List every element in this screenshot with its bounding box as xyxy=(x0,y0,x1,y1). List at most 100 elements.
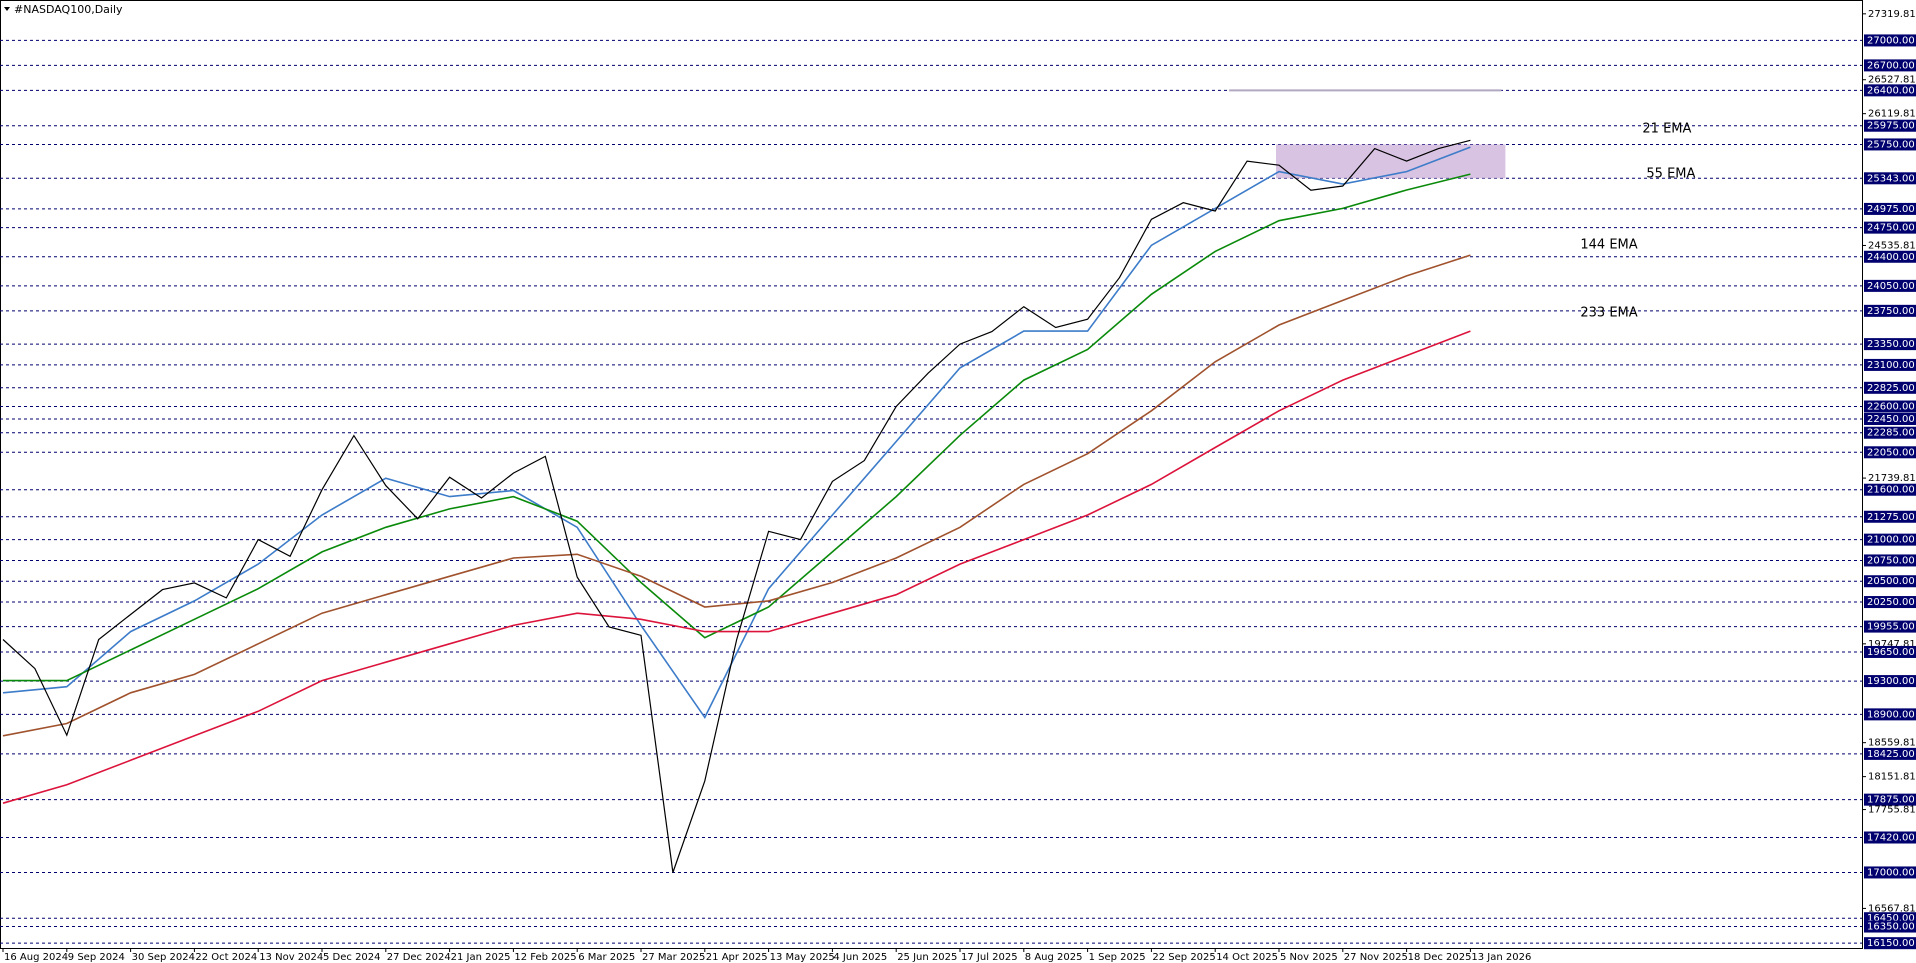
ema-label: 233 EMA xyxy=(1580,306,1637,321)
x-tick-label: 5 Dec 2024 xyxy=(323,952,381,963)
level-label-box xyxy=(1864,793,1916,806)
level-label-box xyxy=(1864,510,1916,523)
x-tick-label: 9 Sep 2024 xyxy=(68,952,125,963)
y-tick-label: 25750.00 xyxy=(1867,139,1915,150)
y-tick-label: 25975.00 xyxy=(1867,121,1915,132)
y-tick-label: 22825.00 xyxy=(1867,383,1915,394)
y-tick-label: 16567.81 xyxy=(1868,903,1916,914)
x-tick-label: 27 Dec 2024 xyxy=(387,952,451,963)
y-tick-label: 17000.00 xyxy=(1867,867,1915,878)
x-tick-label: 22 Oct 2024 xyxy=(195,952,257,963)
x-tick-label: 13 Jan 2026 xyxy=(1471,952,1531,963)
y-tick-label: 19747.81 xyxy=(1868,639,1916,650)
level-label-box xyxy=(1864,620,1916,633)
y-tick-label: 20250.00 xyxy=(1867,597,1915,608)
level-label-box xyxy=(1864,554,1916,567)
y-tick-label: 22450.00 xyxy=(1867,414,1915,425)
y-tick-label: 26527.81 xyxy=(1868,75,1916,86)
y-tick-label: 26700.00 xyxy=(1867,60,1915,71)
y-tick-label: 18559.81 xyxy=(1868,738,1916,749)
consolidation-zone xyxy=(1276,144,1506,179)
level-label-box xyxy=(1864,937,1916,950)
ema-line xyxy=(3,173,1471,682)
y-tick-label: 19300.00 xyxy=(1867,676,1915,687)
y-tick-label: 24750.00 xyxy=(1867,223,1915,234)
x-tick-label: 22 Sep 2025 xyxy=(1152,952,1215,963)
level-label-box xyxy=(1864,304,1916,317)
y-tick-label: 27319.81 xyxy=(1868,9,1916,20)
y-tick-label: 24975.00 xyxy=(1867,204,1915,215)
y-tick-label: 24535.81 xyxy=(1868,240,1916,251)
level-label-box xyxy=(1864,202,1916,215)
level-label-box xyxy=(1864,138,1916,151)
level-label-box xyxy=(1864,920,1916,933)
y-tick-label: 16450.00 xyxy=(1867,913,1915,924)
level-label-box xyxy=(1864,59,1916,72)
level-label-box xyxy=(1864,381,1916,394)
y-tick-label: 24400.00 xyxy=(1867,252,1915,263)
x-tick-label: 25 Jun 2025 xyxy=(897,952,957,963)
level-label-box xyxy=(1864,413,1916,426)
level-label-box xyxy=(1864,575,1916,588)
level-label-box xyxy=(1864,645,1916,658)
menu-arrow[interactable] xyxy=(4,7,10,11)
x-tick-label: 16 Aug 2024 xyxy=(4,952,68,963)
ema-label: 21 EMA xyxy=(1642,122,1691,137)
y-tick-label: 19955.00 xyxy=(1867,622,1915,633)
y-tick-label: 18900.00 xyxy=(1867,709,1915,720)
x-tick-label: 21 Jan 2025 xyxy=(451,952,511,963)
level-label-box xyxy=(1864,172,1916,185)
y-tick-label: 18425.00 xyxy=(1867,749,1915,760)
y-tick-label: 25343.00 xyxy=(1867,173,1915,184)
level-label-box xyxy=(1864,747,1916,760)
level-label-box xyxy=(1864,831,1916,844)
x-tick-label: 4 Jun 2025 xyxy=(833,952,887,963)
x-tick-label: 13 May 2025 xyxy=(770,952,835,963)
y-tick-label: 19650.00 xyxy=(1867,647,1915,658)
level-label-box xyxy=(1864,358,1916,371)
y-tick-label: 16150.00 xyxy=(1867,938,1915,949)
x-tick-label: 30 Sep 2024 xyxy=(132,952,195,963)
y-tick-label: 23350.00 xyxy=(1867,339,1915,350)
x-tick-label: 21 Apr 2025 xyxy=(706,952,768,963)
x-tick-label: 17 Jul 2025 xyxy=(961,952,1018,963)
level-label-box xyxy=(1864,250,1916,263)
price-line xyxy=(2,139,1471,873)
x-tick-label: 1 Sep 2025 xyxy=(1089,952,1146,963)
level-label-box xyxy=(1864,533,1916,546)
x-tick-label: 13 Nov 2024 xyxy=(259,952,323,963)
level-label-box xyxy=(1864,483,1916,496)
level-label-box xyxy=(1864,338,1916,351)
level-label-box xyxy=(1864,119,1916,132)
y-tick-label: 17755.81 xyxy=(1868,805,1916,816)
x-tick-label: 27 Nov 2025 xyxy=(1344,952,1408,963)
y-tick-label: 26119.81 xyxy=(1868,109,1916,120)
ema-label: 144 EMA xyxy=(1580,238,1637,253)
y-tick-label: 17875.00 xyxy=(1867,795,1915,806)
y-tick-label: 21600.00 xyxy=(1867,485,1915,496)
y-tick-label: 27000.00 xyxy=(1867,35,1915,46)
x-tick-label: 12 Feb 2025 xyxy=(514,952,576,963)
x-tick-label: 14 Oct 2025 xyxy=(1216,952,1278,963)
y-tick-label: 20750.00 xyxy=(1867,555,1915,566)
y-tick-label: 17420.00 xyxy=(1867,833,1915,844)
level-label-box xyxy=(1864,596,1916,609)
x-tick-label: 8 Aug 2025 xyxy=(1025,952,1083,963)
plot-frame xyxy=(0,0,1863,949)
level-label-box xyxy=(1864,84,1916,97)
y-tick-label: 26400.00 xyxy=(1867,85,1915,96)
y-tick-label: 22285.00 xyxy=(1867,428,1915,439)
y-tick-label: 16350.00 xyxy=(1867,922,1915,933)
y-tick-label: 18151.81 xyxy=(1868,772,1916,783)
y-tick-label: 24050.00 xyxy=(1867,281,1915,292)
y-tick-label: 23750.00 xyxy=(1867,306,1915,317)
y-tick-label: 21739.81 xyxy=(1868,473,1916,484)
x-tick-label: 18 Dec 2025 xyxy=(1408,952,1472,963)
level-label-box xyxy=(1864,279,1916,292)
y-tick-label: 22600.00 xyxy=(1867,402,1915,413)
x-tick-label: 6 Mar 2025 xyxy=(578,952,635,963)
level-label-box xyxy=(1864,675,1916,688)
ema-line xyxy=(2,254,1471,737)
